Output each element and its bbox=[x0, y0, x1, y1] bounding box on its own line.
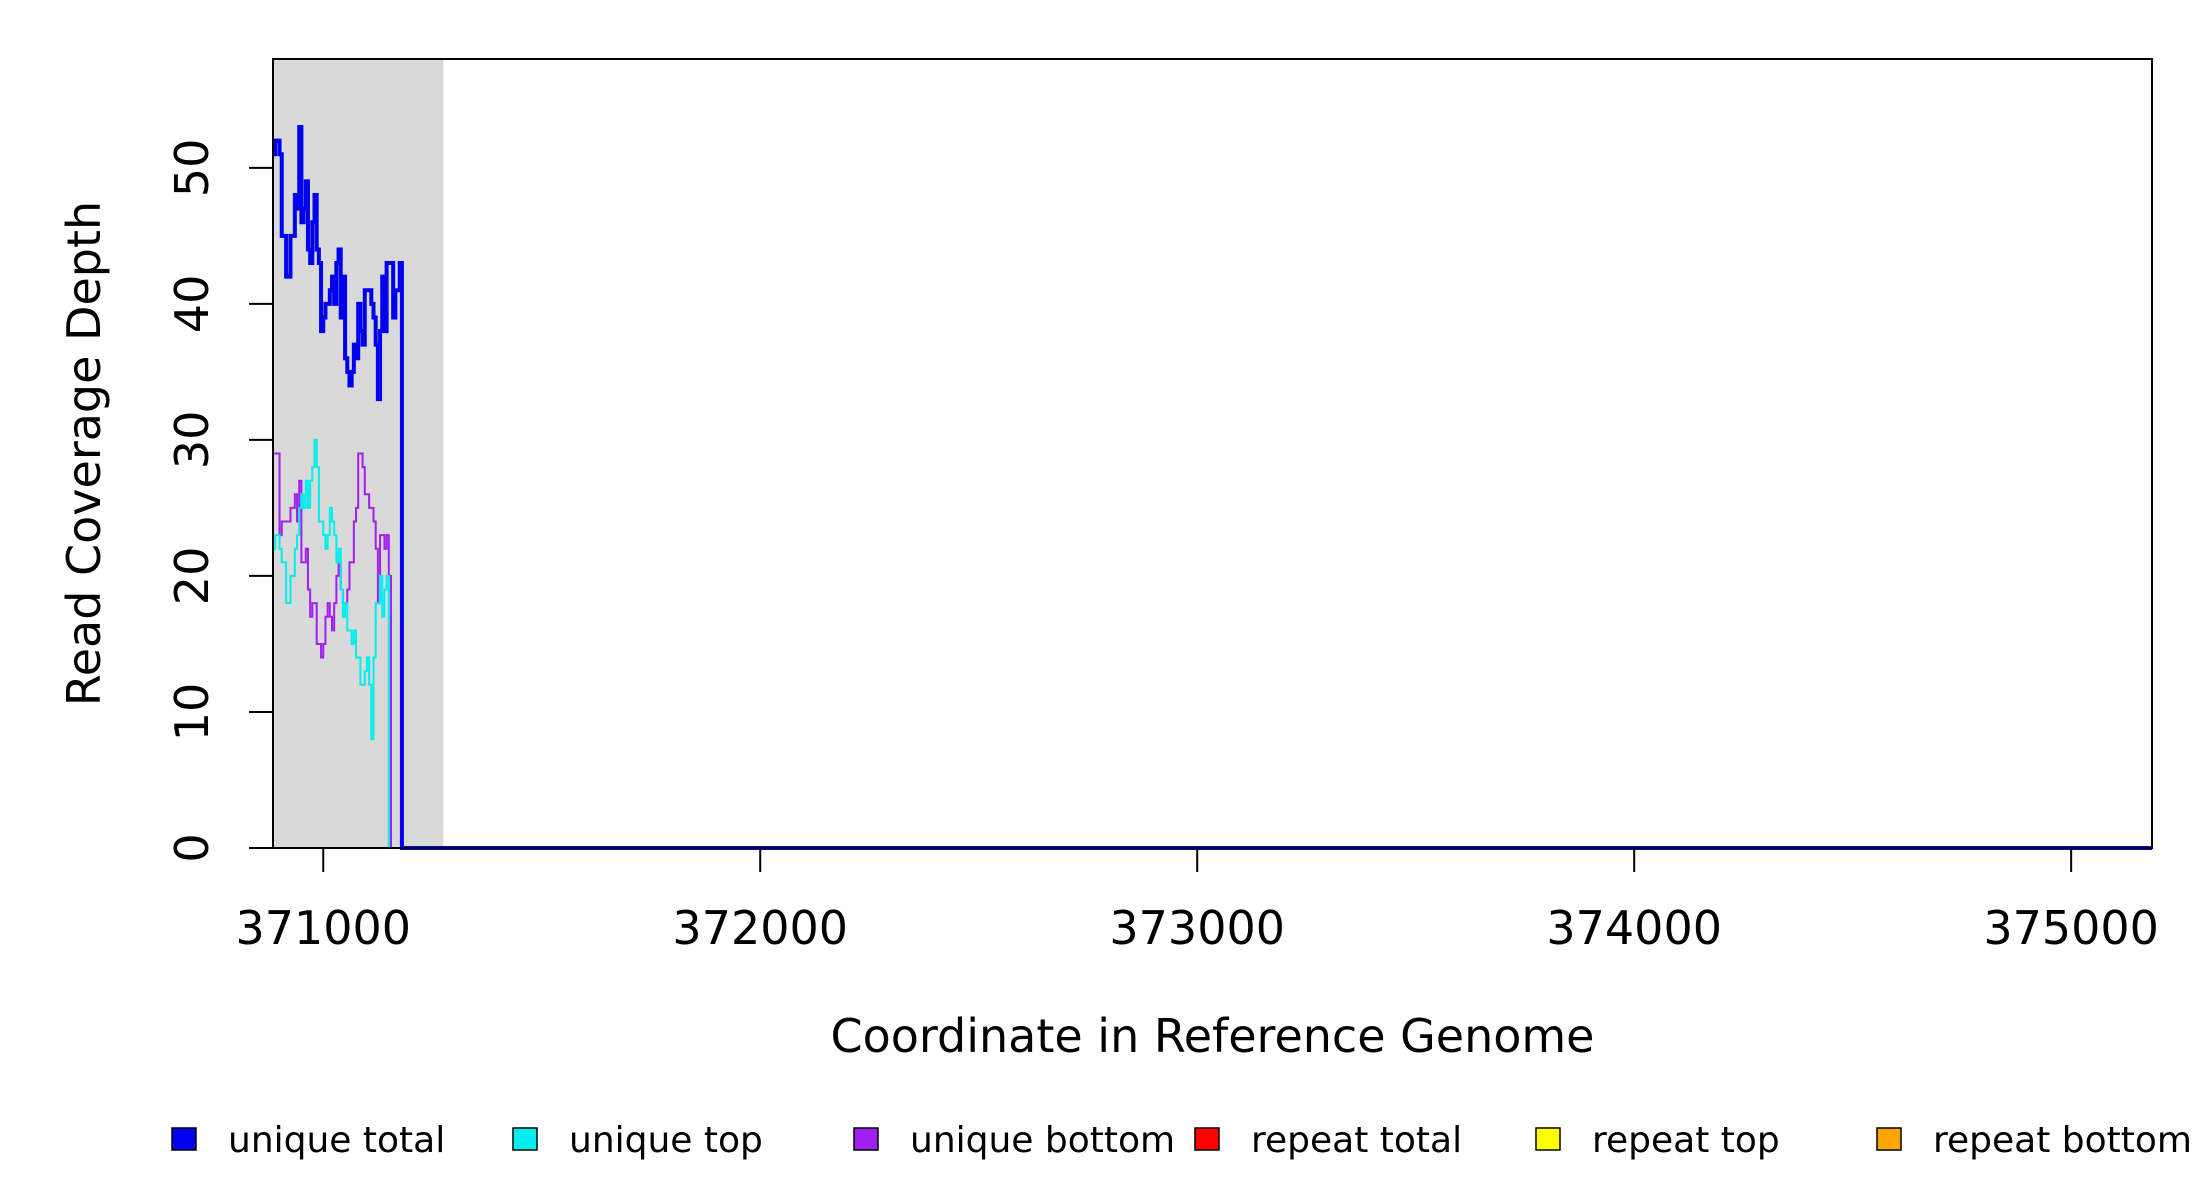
legend-item: repeat top bbox=[1535, 1120, 1780, 1161]
series-line-unique-total bbox=[273, 125, 2152, 850]
legend-swatch bbox=[1876, 1127, 1902, 1151]
legend-label: repeat top bbox=[1592, 1120, 1780, 1161]
legend-item: repeat bottom bbox=[1876, 1120, 2192, 1161]
x-tick-label: 371000 bbox=[235, 901, 411, 955]
series-line-unique-bottom bbox=[273, 452, 2152, 849]
x-tick-label: 373000 bbox=[1109, 901, 1285, 955]
x-tick-label: 372000 bbox=[672, 901, 848, 955]
y-tick-label: 50 bbox=[165, 139, 219, 198]
legend-swatch bbox=[853, 1127, 879, 1151]
legend-item: unique top bbox=[512, 1120, 763, 1161]
legend-swatch bbox=[512, 1127, 538, 1151]
legend-item: unique total bbox=[171, 1120, 445, 1161]
x-tick-label: 375000 bbox=[1983, 901, 2159, 955]
y-tick-label: 0 bbox=[165, 833, 219, 862]
y-tick-label: 20 bbox=[165, 547, 219, 606]
legend-swatch bbox=[1194, 1127, 1220, 1151]
legend-label: unique bottom bbox=[910, 1120, 1175, 1161]
y-axis-title: Read Coverage Depth bbox=[57, 201, 111, 706]
legend-label: unique top bbox=[569, 1120, 763, 1161]
legend-label: repeat total bbox=[1251, 1120, 1462, 1161]
legend-item: unique bottom bbox=[853, 1120, 1175, 1161]
y-tick-label: 10 bbox=[165, 683, 219, 742]
legend-item: repeat total bbox=[1194, 1120, 1462, 1161]
plot-frame bbox=[272, 58, 2153, 849]
legend-swatch bbox=[171, 1127, 197, 1151]
legend: unique total unique top unique bottom repea… bbox=[171, 1120, 2192, 1161]
plot-area bbox=[273, 59, 2152, 850]
legend-label: unique total bbox=[228, 1120, 445, 1161]
x-tick-label: 374000 bbox=[1546, 901, 1722, 955]
x-axis-title: Coordinate in Reference Genome bbox=[831, 1009, 1595, 1063]
axes: 371000 372000 373000 374000 375000 0 10 20 30 40 5… bbox=[165, 58, 2159, 955]
series-line-unique-top bbox=[273, 438, 2152, 849]
legend-swatch bbox=[1535, 1127, 1561, 1151]
legend-label: repeat bottom bbox=[1933, 1120, 2192, 1161]
y-tick-label: 40 bbox=[165, 275, 219, 334]
y-tick-label: 30 bbox=[165, 411, 219, 470]
